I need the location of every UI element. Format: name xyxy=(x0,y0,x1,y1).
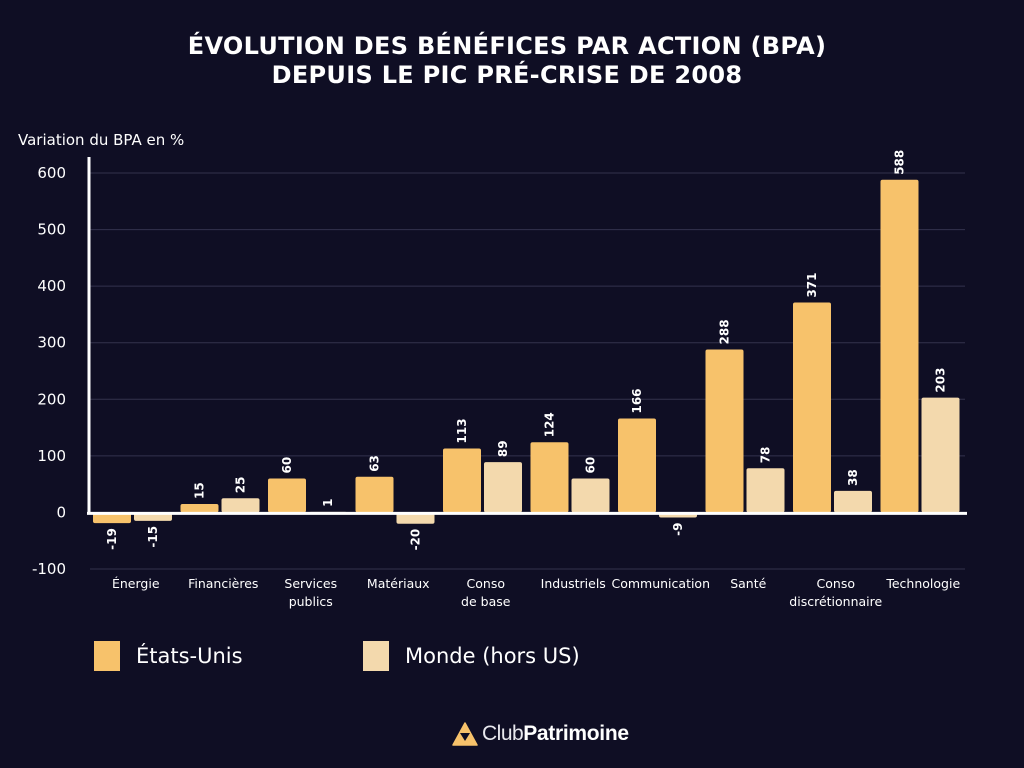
data-label: 60 xyxy=(280,457,294,474)
data-label: 371 xyxy=(805,272,819,297)
bar-world xyxy=(921,397,960,513)
chart-title-line-2: DEPUIS LE PIC PRÉ-CRISE DE 2008 xyxy=(271,61,743,89)
y-tick-label: 400 xyxy=(37,277,66,295)
data-label: 166 xyxy=(630,388,644,413)
data-label: 25 xyxy=(234,477,248,494)
data-label: -20 xyxy=(409,529,423,551)
legend-item-us: États-Unis xyxy=(94,641,243,671)
bar-us xyxy=(793,302,831,513)
chart-title-line-1: ÉVOLUTION DES BÉNÉFICES PAR ACTION (BPA) xyxy=(187,32,827,60)
category-label: Communication xyxy=(611,576,710,591)
y-tick-label: 0 xyxy=(56,503,66,521)
data-label: 588 xyxy=(893,150,907,175)
bar-us xyxy=(530,442,569,513)
bar-world xyxy=(746,468,785,513)
data-label: -15 xyxy=(146,526,160,548)
triangle-logo-icon xyxy=(452,722,478,746)
brand-name: Patrimoine xyxy=(523,722,629,745)
legend-item-world: Monde (hors US) xyxy=(363,641,580,671)
bar-us xyxy=(180,503,219,513)
data-label: 203 xyxy=(934,368,948,393)
legend-swatch-world xyxy=(363,641,389,671)
category-label: Conso discrétionnaire xyxy=(789,576,882,609)
bar-us xyxy=(618,418,656,513)
data-label: 78 xyxy=(759,447,773,464)
bar-world xyxy=(484,462,522,513)
y-tick-label: 600 xyxy=(37,164,66,182)
gridlines xyxy=(90,172,965,570)
y-axis-label: Variation du BPA en % xyxy=(18,131,185,149)
bar-us xyxy=(268,478,306,513)
legend-label-us: États-Unis xyxy=(136,644,243,668)
y-tick-label: 200 xyxy=(37,390,66,408)
brand-logo: Club Patrimoine xyxy=(452,722,629,746)
bars xyxy=(93,179,960,524)
category-label: Services publics xyxy=(284,576,337,609)
category-label: Technologie xyxy=(885,576,960,591)
legend-swatch-us xyxy=(94,641,120,671)
category-label: Énergie xyxy=(112,576,160,591)
category-label: Conso de base xyxy=(461,576,511,609)
y-tick-label: -100 xyxy=(32,560,66,578)
category-label: Industriels xyxy=(541,576,606,591)
data-label: 15 xyxy=(193,482,207,499)
data-label: 63 xyxy=(368,455,382,472)
bar-us xyxy=(355,476,394,513)
data-label: 124 xyxy=(543,412,557,437)
bar-us xyxy=(93,512,131,524)
legend-label-world: Monde (hors US) xyxy=(405,644,580,668)
y-tick-label: 100 xyxy=(37,447,66,465)
data-label: 113 xyxy=(455,418,469,443)
data-label: 1 xyxy=(321,499,335,507)
bar-us xyxy=(443,448,481,513)
category-label: Santé xyxy=(730,576,766,591)
bar-world xyxy=(396,512,435,524)
data-label: 288 xyxy=(718,319,732,344)
bar-world xyxy=(221,498,260,513)
data-label: -19 xyxy=(105,528,119,550)
category-labels: Énergie Financières Services publics Matéria… xyxy=(112,576,960,609)
bar-world xyxy=(571,478,610,513)
data-label: 89 xyxy=(496,440,510,457)
data-label: 60 xyxy=(584,457,598,474)
y-axis-ticks: 600 500 400 300 200 100 0 -100 xyxy=(32,164,66,578)
bar-world xyxy=(834,490,872,513)
bar-us xyxy=(880,179,919,513)
y-tick-label: 300 xyxy=(37,334,66,352)
brand-prefix: Club xyxy=(482,722,524,745)
category-label: Financières xyxy=(188,576,258,591)
chart-title: ÉVOLUTION DES BÉNÉFICES PAR ACTION (BPA)… xyxy=(0,32,1024,90)
bar-us xyxy=(705,349,744,513)
data-label: 38 xyxy=(846,469,860,486)
data-labels: -19 -15 15 25 60 1 63 -20 113 89 124 60 166 -9 288 78 37… xyxy=(105,150,948,551)
y-tick-label: 500 xyxy=(37,221,66,239)
data-label: -9 xyxy=(671,523,685,536)
category-label: Matériaux xyxy=(367,576,430,591)
